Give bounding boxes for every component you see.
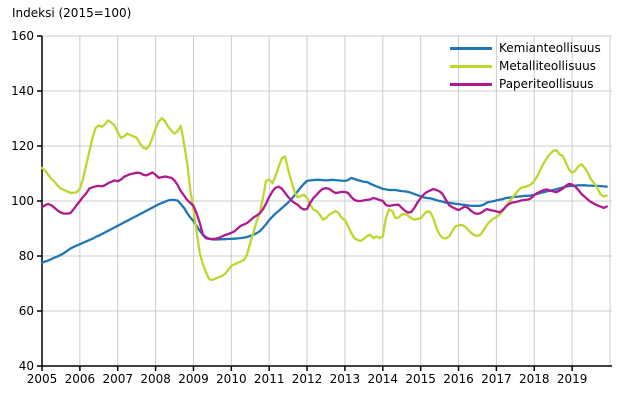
x-tick-label: 2012 xyxy=(292,372,323,386)
series-line-metalliteollisuus xyxy=(40,116,608,282)
x-tick-label: 2015 xyxy=(405,372,436,386)
y-tick-label: 80 xyxy=(19,249,34,263)
y-tick-label: 120 xyxy=(11,139,34,153)
x-tick-label: 2018 xyxy=(519,372,550,386)
x-tick-label: 2005 xyxy=(27,372,58,386)
legend-item-paperiteollisuus: Paperiteollisuus xyxy=(450,75,601,93)
chart-title: Indeksi (2015=100) xyxy=(12,6,132,20)
legend: Kemianteollisuus Metalliteollisuus Paper… xyxy=(450,39,601,93)
x-tick-label: 2008 xyxy=(140,372,171,386)
series-line-swatch xyxy=(450,82,492,86)
x-tick-label: 2006 xyxy=(65,372,96,386)
x-tick-label: 2009 xyxy=(178,372,209,386)
y-tick-label: 140 xyxy=(11,84,34,98)
y-tick-label: 160 xyxy=(11,29,34,43)
x-tick-label: 2016 xyxy=(443,372,474,386)
x-tick-label: 2019 xyxy=(557,372,588,386)
x-tick-label: 2014 xyxy=(368,372,399,386)
y-tick-label: 60 xyxy=(19,304,34,318)
legend-label: Kemianteollisuus xyxy=(499,41,601,55)
series-line-kemianteollisuus xyxy=(40,176,608,264)
legend-label: Metalliteollisuus xyxy=(499,59,596,73)
legend-item-metalliteollisuus: Metalliteollisuus xyxy=(450,57,601,75)
x-tick-label: 2011 xyxy=(254,372,285,386)
x-tick-label: 2007 xyxy=(102,372,133,386)
series-line-swatch xyxy=(450,46,492,50)
x-tick-label: 2013 xyxy=(330,372,361,386)
series-line-paperiteollisuus xyxy=(40,171,608,241)
series-line-swatch xyxy=(450,64,492,68)
legend-label: Paperiteollisuus xyxy=(499,77,594,91)
x-tick-label: 2010 xyxy=(216,372,247,386)
y-tick-label: 40 xyxy=(19,359,34,373)
legend-item-kemianteollisuus: Kemianteollisuus xyxy=(450,39,601,57)
y-tick-label: 100 xyxy=(11,194,34,208)
x-tick-label: 2017 xyxy=(481,372,512,386)
